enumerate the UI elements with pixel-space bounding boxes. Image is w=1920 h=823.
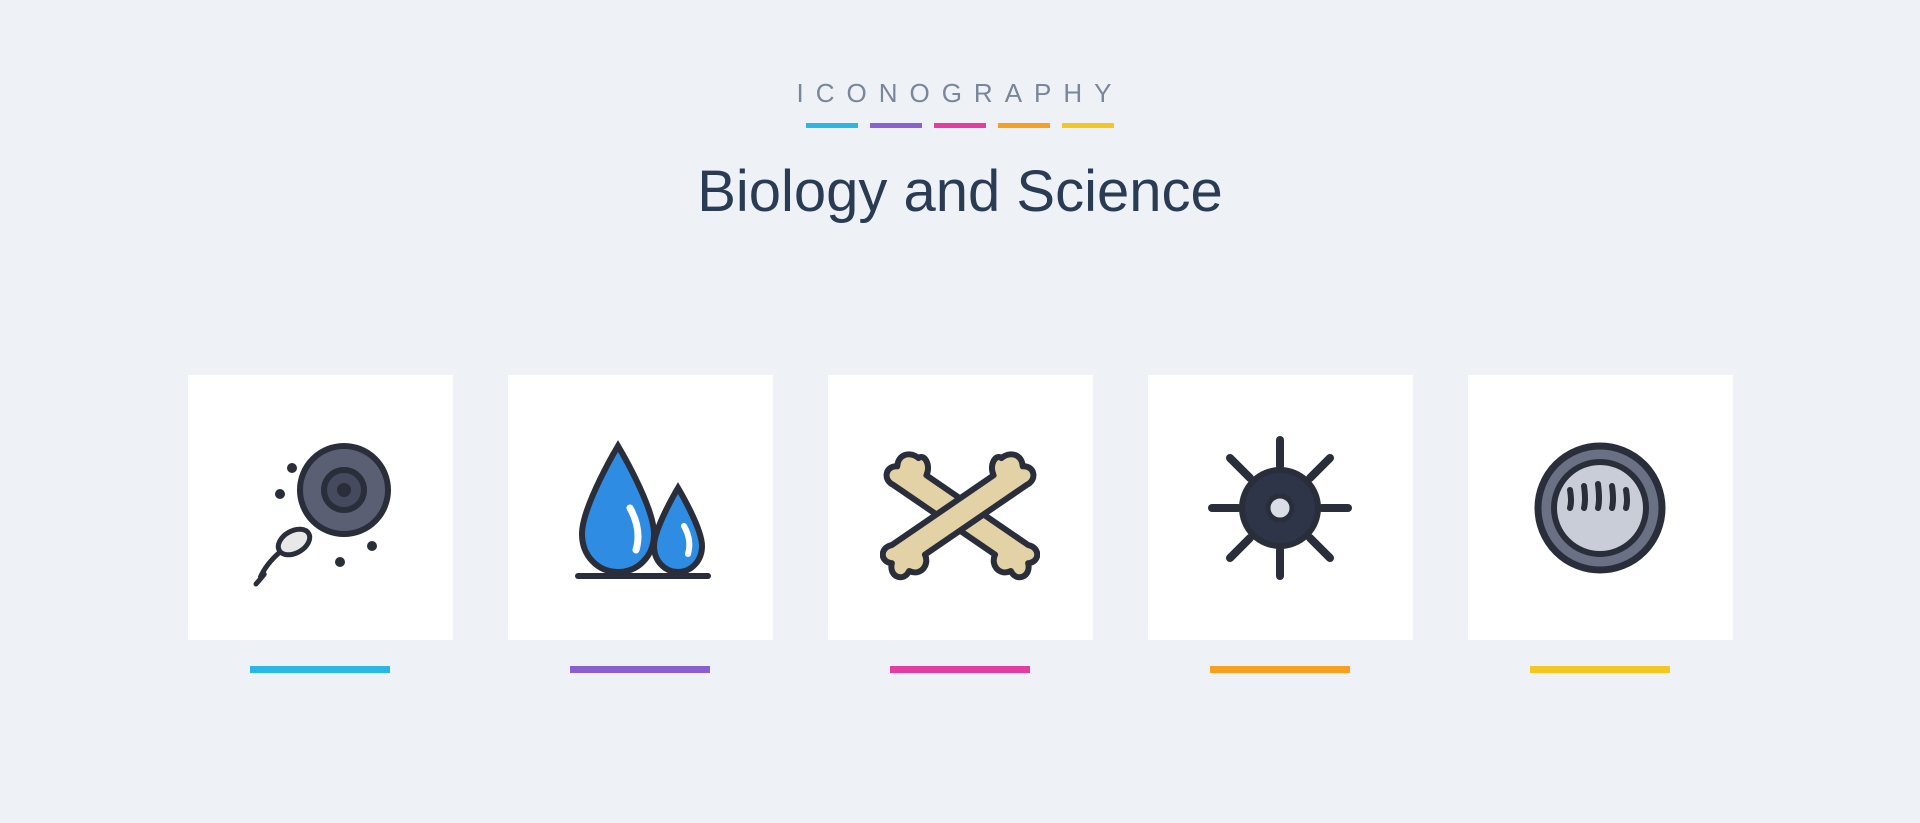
crossbones-icon xyxy=(880,428,1040,588)
virus-cell-icon xyxy=(1200,428,1360,588)
header-section: ICONOGRAPHY Biology and Science xyxy=(697,78,1223,225)
accent-bar-2 xyxy=(870,123,922,128)
accent-bar-3 xyxy=(934,123,986,128)
icon-underline-4 xyxy=(1210,666,1350,673)
sperm-cell-icon xyxy=(240,428,400,588)
icon-underline-1 xyxy=(250,666,390,673)
accent-bar-4 xyxy=(998,123,1050,128)
icon-card-5 xyxy=(1468,375,1733,673)
header-underline-bars xyxy=(806,123,1114,128)
icon-card-2 xyxy=(508,375,773,673)
icon-box-5 xyxy=(1468,375,1733,640)
icon-underline-3 xyxy=(890,666,1030,673)
icon-card-1 xyxy=(188,375,453,673)
icon-card-3 xyxy=(828,375,1093,673)
icon-box-4 xyxy=(1148,375,1413,640)
icon-underline-5 xyxy=(1530,666,1670,673)
small-title: ICONOGRAPHY xyxy=(796,78,1123,109)
icon-box-1 xyxy=(188,375,453,640)
accent-bar-1 xyxy=(806,123,858,128)
icon-box-2 xyxy=(508,375,773,640)
icons-row xyxy=(188,375,1733,673)
water-drops-icon xyxy=(560,428,720,588)
icon-card-4 xyxy=(1148,375,1413,673)
petri-dish-icon xyxy=(1520,428,1680,588)
icon-box-3 xyxy=(828,375,1093,640)
icon-underline-2 xyxy=(570,666,710,673)
accent-bar-5 xyxy=(1062,123,1114,128)
main-title: Biology and Science xyxy=(697,158,1223,225)
